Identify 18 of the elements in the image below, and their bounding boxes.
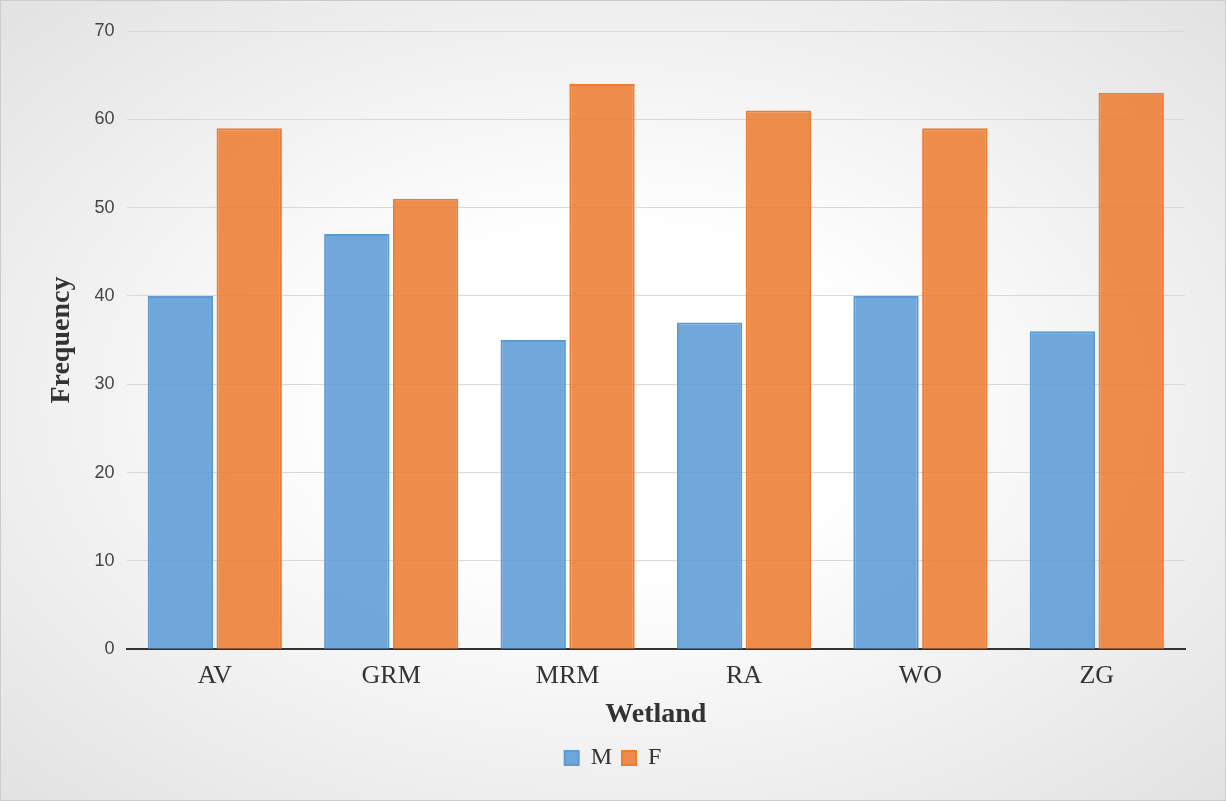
y-tick-label: 20: [94, 461, 115, 482]
y-tick-label: 30: [94, 373, 115, 394]
y-tick-label: 10: [94, 549, 115, 570]
y-tick-label: 70: [94, 19, 115, 40]
x-tick-label: RA: [725, 659, 763, 689]
x-tick-label: MRM: [535, 659, 600, 689]
y-tick-label: 50: [94, 196, 115, 217]
x-tick-label: AV: [197, 659, 233, 689]
x-tick-label: GRM: [361, 659, 421, 689]
y-tick-label: 0: [104, 638, 115, 659]
x-tick-label: WO: [898, 659, 943, 689]
y-tick-label: 60: [94, 108, 115, 129]
legend-label: M: [590, 743, 612, 770]
x-axis-title: Wetland: [605, 697, 707, 729]
legend-label: F: [648, 743, 662, 770]
y-axis-title: Frequency: [44, 276, 76, 404]
y-tick-label: 40: [94, 284, 115, 305]
x-tick-label: ZG: [1079, 659, 1115, 689]
